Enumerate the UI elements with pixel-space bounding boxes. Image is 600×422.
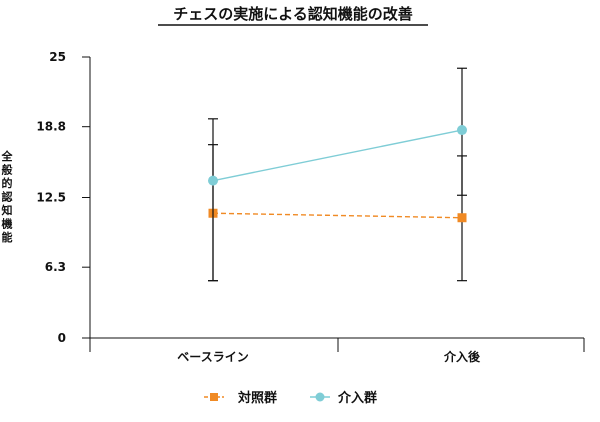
x-category-label: ベースライン — [177, 350, 248, 364]
legend: 対照群 介入群 — [204, 390, 377, 406]
legend-label: 対照群 — [237, 390, 277, 406]
y-ticks: 0 6.3 12.5 18.8 25 — [36, 50, 90, 345]
legend-item: 介入群 — [310, 390, 377, 406]
legend-marker — [315, 392, 325, 402]
y-axis-label: 全般的認知機能 — [1, 149, 14, 244]
data-point — [208, 175, 218, 186]
y-tick-label: 18.8 — [36, 120, 66, 134]
x-category-label: 介入後 — [443, 349, 481, 364]
legend-marker — [210, 393, 218, 401]
series-line — [212, 212, 463, 219]
axes — [89, 57, 584, 339]
series — [208, 67, 467, 282]
chart-title: チェスの実施による認知機能の改善 — [173, 5, 413, 23]
y-tick-label: 0 — [58, 331, 66, 345]
legend-item: 対照群 — [204, 390, 277, 406]
data-point — [457, 213, 467, 223]
series-intervention — [208, 67, 467, 282]
x-ticks: ベースライン 介入後 — [89, 338, 585, 364]
y-tick-label: 25 — [49, 50, 66, 64]
series-control — [208, 144, 467, 282]
y-axis-label-text: 全般的認知機能 — [1, 149, 14, 244]
data-point — [457, 125, 467, 136]
y-tick-label: 12.5 — [36, 191, 66, 205]
series-line — [212, 129, 463, 182]
legend-label: 介入群 — [337, 390, 377, 406]
y-tick-label: 6.3 — [45, 260, 66, 274]
